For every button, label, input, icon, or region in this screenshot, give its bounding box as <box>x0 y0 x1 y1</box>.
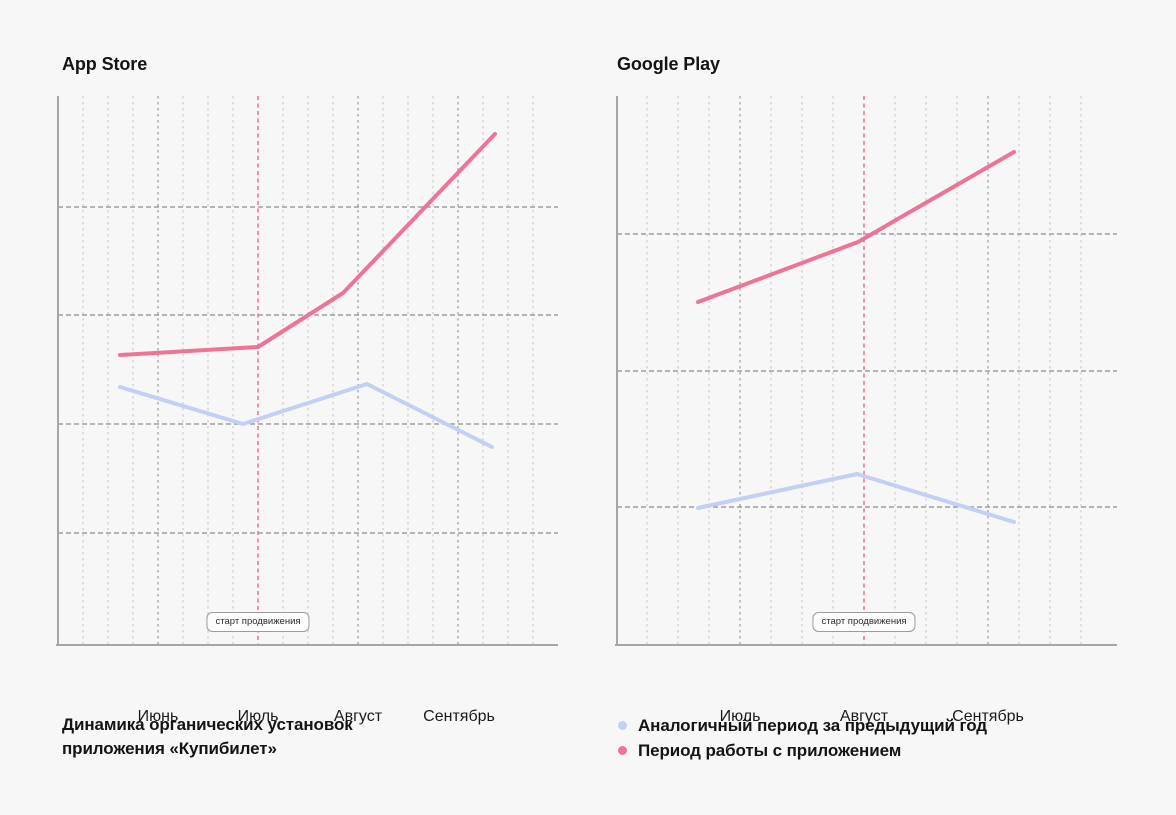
promotion-period-line <box>696 150 1016 304</box>
x-axis-label-Сентябрь: Сентябрь <box>423 708 495 725</box>
x-axis-label-Июнь: Июнь <box>137 708 179 725</box>
promo-start-label: старт продвижения <box>812 612 916 633</box>
legend-item-promotion-period: Период работы с приложением <box>618 738 987 763</box>
x-axis-label-Август: Август <box>333 708 383 725</box>
legend-dot-promotion-period <box>618 746 627 755</box>
googleplay-plot-area: старт продвижения Июль Август Сентябрь <box>615 96 1117 725</box>
legend-label-promotion-period: Период работы с приложением <box>638 740 902 760</box>
caption-line-1: Динамика органических установок <box>62 715 353 734</box>
figure-caption: Динамика органических установок приложен… <box>62 713 353 761</box>
legend: Аналогичный период за предыдущий год Пер… <box>618 713 987 763</box>
legend-dot-previous-period <box>618 721 627 730</box>
appstore-plot-area: старт продвижения Июнь Июль Август Сентябрь <box>56 96 558 725</box>
googleplay-chart-title: Google Play <box>617 54 720 74</box>
appstore-chart-title: App Store <box>62 54 148 74</box>
previous-period-line <box>696 472 1016 524</box>
legend-item-previous-period: Аналогичный период за предыдущий год <box>618 713 987 738</box>
appstore-chart-svg <box>56 96 558 646</box>
x-axis-label-Август: Август <box>839 708 889 725</box>
promo-start-label: старт продвижения <box>206 612 310 633</box>
legend-label-previous-period: Аналогичный период за предыдущий год <box>638 715 988 735</box>
caption-line-2: приложения «Купибилет» <box>62 739 277 758</box>
previous-period-line <box>118 382 494 449</box>
x-axis-label-Сентябрь: Сентябрь <box>952 708 1024 725</box>
x-axis-label-Июль: Июль <box>237 708 279 725</box>
googleplay-chart-svg <box>615 96 1117 646</box>
promotion-period-line <box>118 132 497 357</box>
x-axis-label-Июль: Июль <box>719 708 761 725</box>
